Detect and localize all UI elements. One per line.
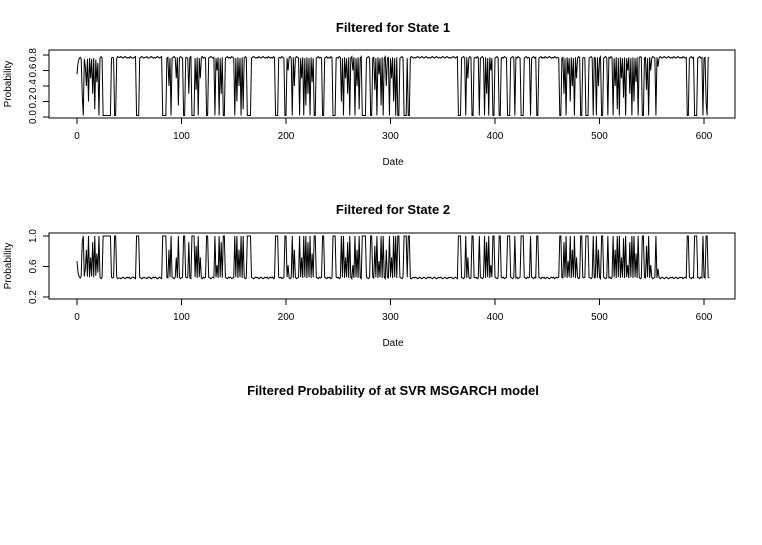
x-tick-label: 300 bbox=[382, 131, 399, 142]
x-tick-label: 0 bbox=[74, 131, 80, 142]
x-tick-label: 600 bbox=[696, 312, 713, 323]
panel-1-x-axis: 0 100 200 300 400 500 600 bbox=[74, 117, 713, 142]
y-tick-label: 0.4 bbox=[28, 79, 39, 93]
x-tick-label: 400 bbox=[487, 131, 504, 142]
x-tick-label: 400 bbox=[487, 312, 504, 323]
panel-2-ylabel: Probability bbox=[3, 243, 14, 290]
panel-state-2: Filtered for State 2 0 100 200 300 400 500 600… bbox=[3, 202, 736, 349]
y-tick-label: 0.6 bbox=[28, 259, 39, 273]
panel-2-x-axis: 0 100 200 300 400 500 600 bbox=[74, 298, 713, 323]
y-tick-label: 0.6 bbox=[28, 63, 39, 77]
x-tick-label: 100 bbox=[173, 131, 190, 142]
panel-2-title: Filtered for State 2 bbox=[336, 202, 450, 217]
panel-1-series-line bbox=[76, 54, 710, 116]
panel-1-ylabel: Probability bbox=[3, 61, 14, 108]
panel-2-y-axis: 0.2 0.6 1.0 bbox=[28, 229, 50, 304]
x-tick-label: 200 bbox=[278, 131, 295, 142]
panel-1-title: Filtered for State 1 bbox=[336, 20, 450, 35]
y-tick-label: 0.8 bbox=[28, 48, 39, 62]
x-tick-label: 0 bbox=[74, 312, 80, 323]
panel-2-xlabel: Date bbox=[382, 338, 404, 349]
panel-1-xlabel: Date bbox=[382, 157, 404, 168]
x-tick-label: 600 bbox=[696, 131, 713, 142]
panel-1-y-axis: 0.0 0.20.4 0.60.8 bbox=[28, 48, 50, 124]
x-tick-label: 500 bbox=[591, 131, 608, 142]
x-tick-label: 300 bbox=[382, 312, 399, 323]
figure-caption: Filtered Probability of at SVR MSGARCH m… bbox=[247, 383, 539, 398]
y-tick-label: 1.0 bbox=[28, 229, 39, 243]
y-tick-label: 0.2 bbox=[28, 290, 39, 304]
x-tick-label: 100 bbox=[173, 312, 190, 323]
panel-state-1: Filtered for State 1 0 100 200 300 400 500 600… bbox=[3, 20, 736, 168]
panel-2-series-line bbox=[76, 235, 710, 281]
y-tick-label: 0.2 bbox=[28, 94, 39, 108]
x-tick-label: 200 bbox=[278, 312, 295, 323]
y-tick-label: 0.0 bbox=[28, 110, 39, 124]
x-tick-label: 500 bbox=[591, 312, 608, 323]
